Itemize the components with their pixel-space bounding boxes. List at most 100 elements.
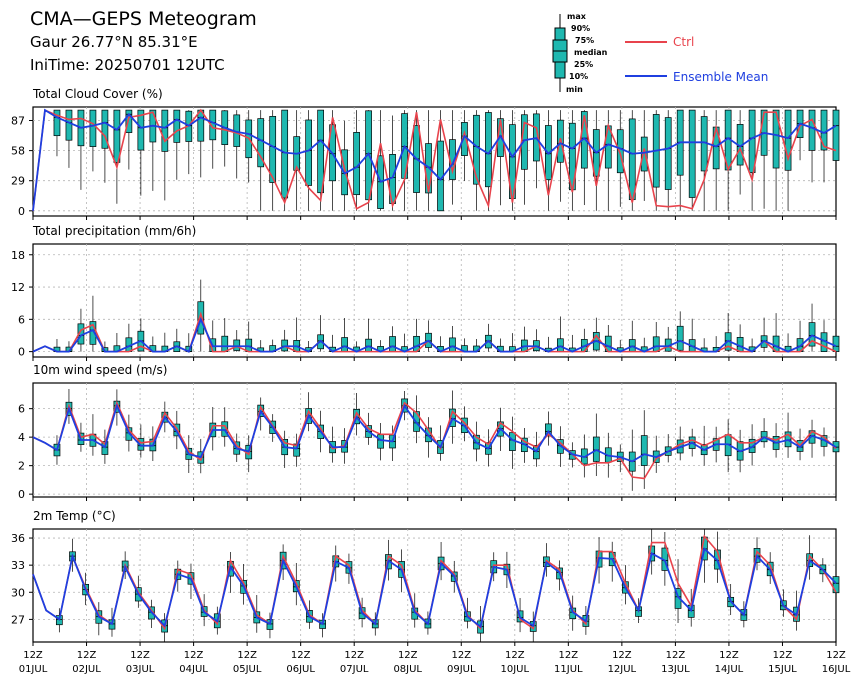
- x-tick-hour-label: 12Z: [291, 650, 311, 661]
- ensemble-box: [545, 411, 552, 446]
- ensemble-box: [377, 423, 384, 461]
- box-body: [640, 435, 648, 466]
- y-tick-label: 18: [11, 249, 25, 262]
- ensemble-box: [760, 317, 768, 352]
- x-tick-date-label: 05JUL: [233, 664, 262, 675]
- box-body: [772, 109, 780, 169]
- y-tick-label: 2: [18, 460, 25, 473]
- box-body: [113, 109, 121, 163]
- box-body: [652, 336, 660, 352]
- y-tick-label: 33: [11, 559, 25, 572]
- x-tick-hour-label: 12Z: [505, 650, 525, 661]
- box-body: [173, 109, 181, 143]
- y-tick-label: 29: [11, 175, 25, 188]
- box-body: [545, 423, 552, 437]
- ensemble-box: [545, 110, 552, 211]
- ensemble-box: [509, 110, 516, 211]
- ensemble-box: [772, 109, 780, 211]
- box-body: [832, 109, 840, 161]
- ensemble-box: [808, 303, 816, 352]
- x-tick-hour-label: 12Z: [773, 650, 793, 661]
- ensemble-box: [832, 557, 840, 612]
- chart-title: CMA—GEPS Meteogram: [30, 8, 257, 30]
- panel-title: 10m wind speed (m/s): [33, 363, 167, 377]
- ensemble-box: [209, 406, 217, 451]
- x-tick-date-label: 07JUL: [340, 664, 369, 675]
- location-label: Gaur 26.77°N 85.31°E: [30, 33, 198, 51]
- box-body: [197, 109, 205, 142]
- box-body: [832, 335, 840, 352]
- ensemble-box: [89, 109, 97, 172]
- box-body: [832, 576, 840, 594]
- ctrl-series-line: [32, 400, 837, 480]
- x-tick-date-label: 11JUL: [554, 664, 583, 675]
- box-body: [317, 109, 324, 194]
- y-tick-label: 87: [11, 114, 25, 127]
- legend-label-median: median: [574, 48, 608, 57]
- ensemble-box: [425, 320, 432, 352]
- x-tick-date-label: 14JUL: [715, 664, 744, 675]
- x-tick-date-label: 06JUL: [286, 664, 315, 675]
- init-time-label: IniTime: 20250701 12UTC: [30, 56, 225, 74]
- ensemble-box: [796, 109, 804, 161]
- box-body: [53, 109, 61, 137]
- ensemble-box: [545, 336, 552, 353]
- x-tick-date-label: 09JUL: [447, 664, 476, 675]
- ensemble-box: [101, 109, 109, 183]
- box-body: [161, 109, 169, 152]
- y-tick-label: 30: [11, 586, 25, 599]
- panel-title: Total precipitation (mm/6h): [32, 224, 196, 238]
- x-tick-date-label: 01JUL: [19, 664, 48, 675]
- legend-box-glyph: [552, 14, 568, 92]
- ensemble-box: [425, 110, 432, 211]
- ensemble-box: [832, 430, 840, 459]
- y-tick-label: 0: [18, 488, 25, 501]
- ensemble-box: [305, 110, 313, 211]
- y-tick-label: 27: [11, 613, 25, 626]
- box-body: [688, 109, 696, 198]
- x-tick-hour-label: 12Z: [344, 650, 364, 661]
- box-body: [556, 338, 564, 352]
- legend-ctrl-label: Ctrl: [673, 35, 694, 49]
- ensemble-box: [401, 110, 408, 211]
- ensemble-box: [556, 110, 564, 202]
- panel-title: Total Cloud Cover (%): [32, 87, 163, 101]
- ensemble-box: [568, 110, 576, 211]
- ensemble-box: [281, 329, 289, 352]
- ensemble-box: [377, 110, 384, 211]
- ensemble-box: [784, 333, 792, 353]
- box-body: [820, 109, 828, 151]
- box-body: [808, 109, 816, 151]
- x-tick-date-label: 10JUL: [501, 664, 530, 675]
- x-tick-date-label: 12JUL: [608, 664, 637, 675]
- y-tick-label: 0: [18, 205, 25, 218]
- ensemble-box: [353, 110, 360, 211]
- y-tick-label: 6: [18, 313, 25, 326]
- x-tick-date-label: 13JUL: [661, 664, 690, 675]
- box-body: [449, 337, 456, 352]
- x-tick-hour-label: 12Z: [237, 650, 257, 661]
- ensemble-box: [77, 109, 85, 190]
- box-body: [676, 325, 684, 351]
- ensemble-box: [185, 110, 193, 175]
- ensemble-box: [748, 109, 756, 211]
- box-body: [640, 136, 648, 172]
- ensemble-box: [568, 334, 576, 353]
- x-tick-date-label: 16JUL: [822, 664, 851, 675]
- ensemble-box: [664, 434, 672, 463]
- y-tick-label: 12: [11, 281, 25, 294]
- legend-label-p90: 90%: [571, 24, 590, 33]
- ensemble-box: [281, 430, 289, 468]
- panel-3: 27 30 33 36 2m Temp (°C): [11, 509, 840, 646]
- mean-series-line: [32, 316, 837, 353]
- x-tick-hour-label: 12Z: [184, 650, 204, 661]
- box-body: [664, 117, 672, 190]
- x-tick-hour-label: 12Z: [559, 650, 579, 661]
- ensemble-box: [688, 109, 696, 211]
- box-body: [473, 114, 480, 185]
- x-tick-date-label: 04JUL: [179, 664, 208, 675]
- box-body: [784, 109, 792, 171]
- x-tick-hour-label: 12Z: [719, 650, 739, 661]
